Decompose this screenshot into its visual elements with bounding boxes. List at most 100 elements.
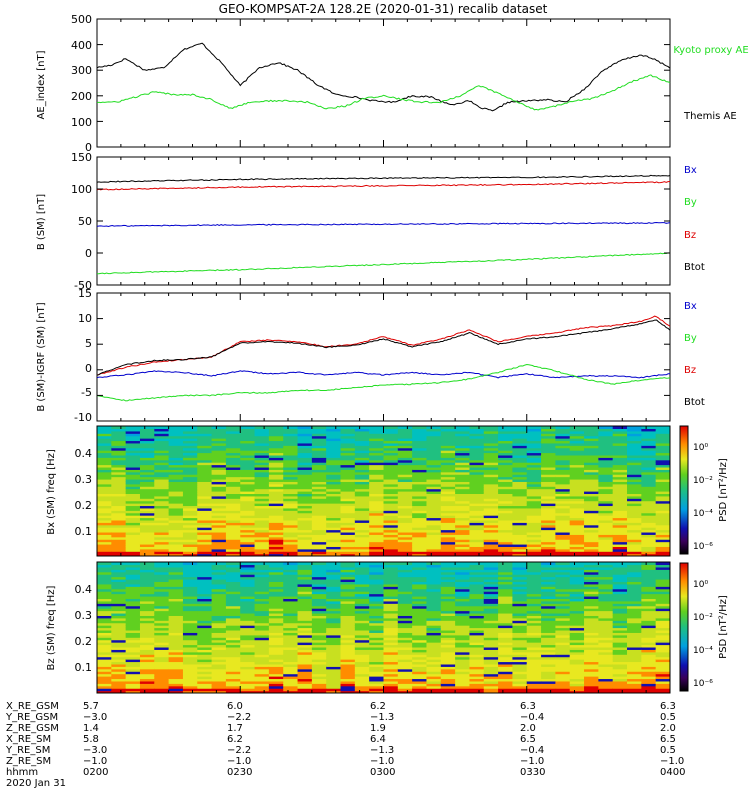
spectrogram-cell (283, 466, 299, 470)
spectrogram-cell (311, 500, 327, 504)
spectrogram-cell (655, 578, 670, 583)
spectrogram-cell (111, 615, 127, 619)
spectrogram-cell (440, 548, 456, 552)
spectrogram-cell (154, 637, 170, 641)
spectrogram-cell (225, 646, 241, 650)
spectrogram-cell (168, 612, 184, 616)
spectrogram-cell (125, 639, 141, 643)
spectrogram-cell (240, 466, 256, 470)
spectrogram-cell (469, 564, 485, 568)
spectrogram-cell (383, 531, 399, 535)
spectrogram-cell (483, 680, 499, 684)
spectrogram-cell (168, 608, 184, 612)
spectrogram-cell (311, 430, 327, 434)
spectrogram-cell (240, 548, 256, 552)
spectrogram-cell (111, 651, 127, 655)
spectrogram-cell (369, 564, 385, 568)
spectrogram-cell (240, 634, 256, 638)
spectrogram-cell (340, 464, 356, 468)
spectrogram-cell (254, 447, 270, 451)
spectrogram-cell (326, 680, 342, 684)
spectrogram-cell (483, 627, 499, 631)
spectrogram-cell (455, 527, 471, 531)
spectrogram-cell (254, 478, 270, 482)
spectrogram-cell (326, 673, 342, 677)
spectrogram-cell (469, 510, 485, 514)
spectrogram-cell (311, 581, 327, 585)
spectrogram-cell (254, 612, 270, 616)
spectrogram-cell (369, 452, 385, 456)
spectrogram-cell (440, 527, 456, 531)
spectrogram-cell (655, 581, 670, 585)
spectrogram-cell (627, 457, 642, 461)
spectrogram-cell (283, 637, 299, 641)
spectrogram-cell (655, 598, 670, 602)
ae-ytick: 200 (71, 90, 92, 103)
spectrogram-cell (383, 566, 399, 570)
spectrogram-cell (598, 474, 614, 478)
spectrogram-cell (182, 574, 198, 578)
spectrogram-cell (440, 671, 456, 675)
spectrogram-cell (426, 600, 442, 604)
b-igrf-ytick: -10 (74, 411, 92, 424)
spectrogram-cell (541, 605, 556, 609)
spectrogram-cell (526, 495, 542, 499)
spectrogram-cell (211, 634, 227, 638)
spectrogram-cell (383, 661, 399, 665)
spectrogram-cell (168, 571, 184, 575)
spectrogram-cell (240, 488, 256, 492)
spectrogram-cell (584, 469, 599, 473)
spectrogram-cell (498, 688, 514, 692)
spectrogram-cell (197, 553, 213, 556)
spectrogram-cell (297, 512, 313, 516)
spectrogram-cell (569, 503, 585, 507)
spectrogram-cell (598, 564, 614, 568)
spectrogram-cell (254, 566, 270, 570)
spectrogram-cell (455, 663, 471, 667)
spectrogram-cell (268, 646, 284, 650)
spectrogram-cell (612, 478, 628, 482)
spectrogram-cell (541, 688, 556, 692)
ephemeris-value: −1.3 (370, 745, 394, 756)
spectrogram-cell (340, 659, 356, 663)
spectrogram-cell (97, 519, 112, 523)
spectrogram-cell (498, 588, 514, 592)
spectrogram-cell (397, 685, 413, 689)
spectrogram-cell (498, 529, 514, 533)
spectrogram-cell (555, 442, 571, 446)
spectrogram-cell (641, 527, 657, 531)
spectrogram-cell (369, 593, 385, 597)
spectrogram-cell (97, 498, 112, 502)
spectrogram-cell (369, 591, 385, 595)
spectrogram-cell (211, 546, 227, 550)
spectrogram-cell (498, 534, 514, 538)
spectrogram-cell (283, 476, 299, 480)
spectrogram-cell (268, 454, 284, 458)
spectrogram-cell (627, 661, 642, 665)
spectrogram-cell (469, 603, 485, 607)
spectrogram-cell (97, 503, 112, 507)
spectrogram-cell (197, 543, 213, 547)
spectrogram-cell (225, 481, 241, 485)
spectrogram-cell (526, 471, 542, 475)
spectrogram-cell (555, 605, 571, 609)
spectrogram-cell (569, 578, 585, 583)
spectrogram-cell (569, 683, 585, 687)
spectrogram-cell (311, 688, 327, 692)
spectrogram-cell (326, 457, 342, 461)
spectrogram-cell (469, 481, 485, 485)
spectrogram-cell (584, 466, 599, 470)
spectrogram-cell (354, 447, 370, 451)
spectrogram-cell (383, 680, 399, 684)
spectrogram-cell (254, 498, 270, 502)
spectrogram-cell (111, 690, 127, 693)
spectrogram-cell (268, 632, 284, 636)
spectrogram-cell (297, 632, 313, 636)
spectrogram-cell (383, 564, 399, 568)
spectrogram-cell (397, 493, 413, 497)
spectrogram-cell (555, 440, 571, 444)
spectrogram-cell (197, 493, 213, 497)
spectrogram-cell (326, 433, 342, 437)
spectrogram-cell (311, 505, 327, 509)
spectrogram-cell (311, 656, 327, 660)
